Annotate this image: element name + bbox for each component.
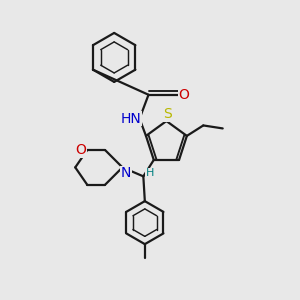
Text: HN: HN [121,112,142,126]
Text: N: N [121,167,131,180]
Text: O: O [178,88,189,102]
Text: H: H [146,168,154,178]
Text: O: O [75,143,86,157]
Text: S: S [164,107,172,122]
